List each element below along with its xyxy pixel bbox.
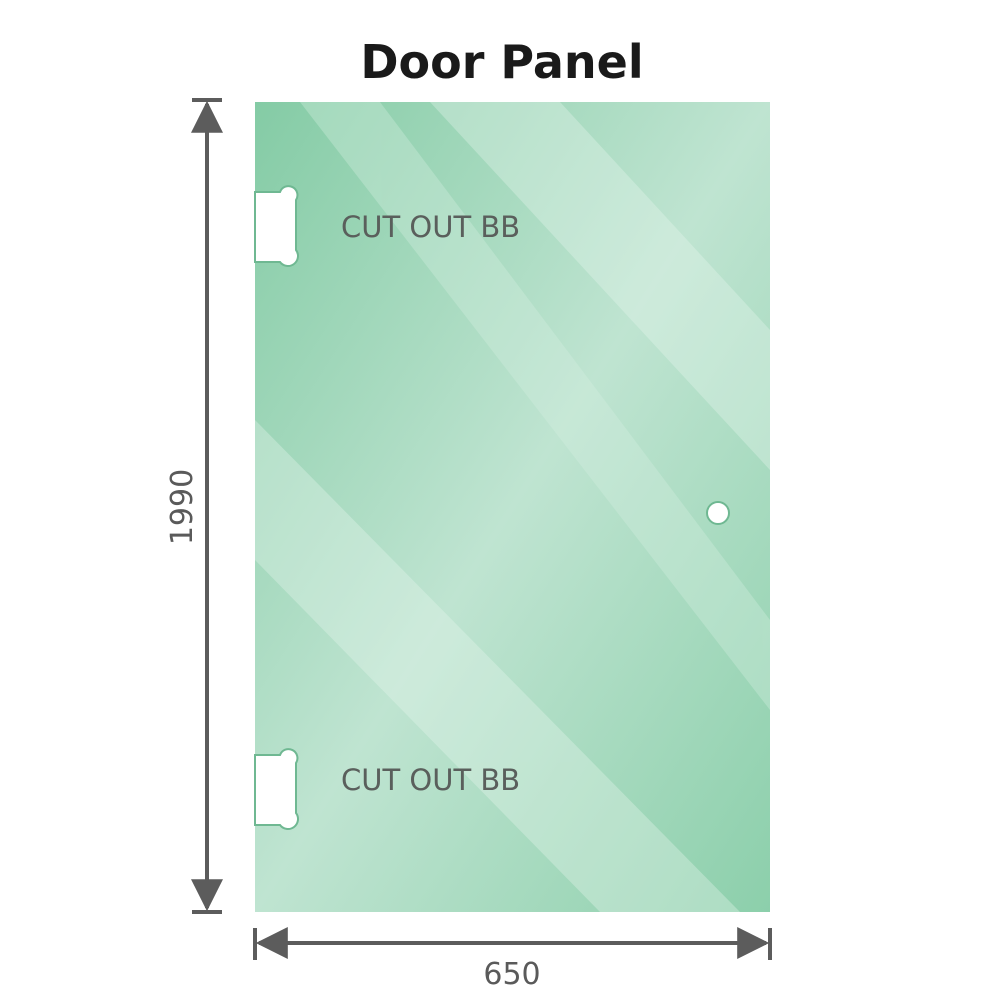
height-value: 1990 <box>165 469 200 545</box>
height-dimension: 1990 <box>165 98 223 914</box>
glass-reflections <box>255 102 770 912</box>
handle-hole <box>706 501 730 525</box>
cutout-label-top: CUT OUT BB <box>341 210 520 244</box>
cutout-label-bottom: CUT OUT BB <box>341 763 520 797</box>
page-title: Door Panel <box>360 35 643 89</box>
width-value: 650 <box>483 957 540 992</box>
cutout-top <box>254 185 299 267</box>
cutout-bottom <box>254 748 299 830</box>
glass-panel <box>255 102 770 912</box>
width-dimension: 650 <box>253 927 772 992</box>
